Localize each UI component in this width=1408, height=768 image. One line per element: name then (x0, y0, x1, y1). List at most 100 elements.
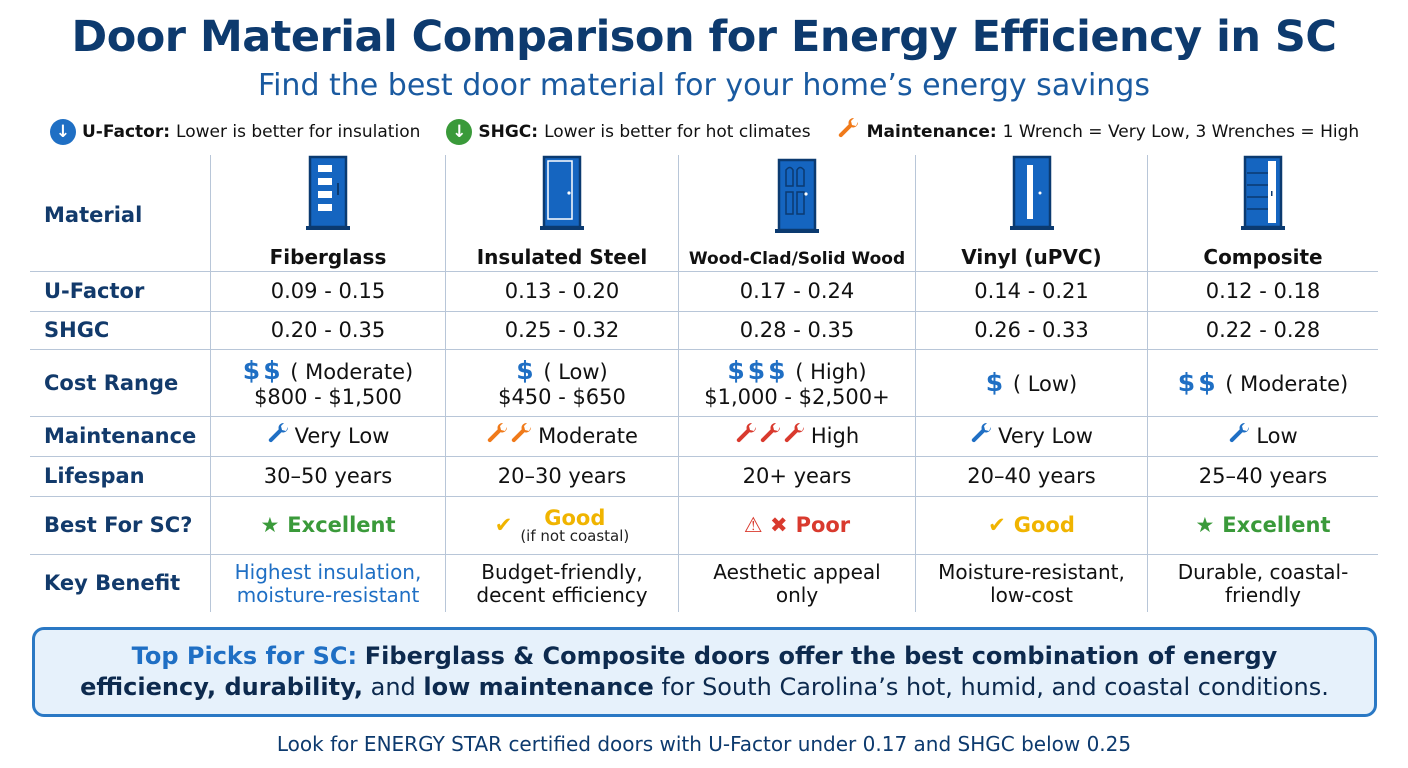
cell-1: 0.13 - 0.20 (445, 272, 678, 311)
cell-1: Budget-friendly, decent efficiency (445, 555, 678, 612)
cell-3: 0.14 - 0.21 (915, 272, 1147, 311)
cost-level: $ ( Low) (985, 367, 1078, 398)
dollar-icon: $$ (1177, 367, 1219, 397)
callout-lead: Top Picks for SC: (131, 642, 358, 670)
cost-level: $$ ( Moderate) (1177, 367, 1348, 398)
key-benefit: Highest insulation, moisture-resistant (234, 559, 422, 607)
table-row-shgc: SHGC 0.20 - 0.35 0.25 - 0.32 0.28 - 0.35 0.2… (30, 312, 1378, 350)
page-subtitle: Find the best door material for your hom… (258, 68, 1150, 103)
cost-range: $1,000 - $2,500+ (704, 385, 890, 410)
dollar-icon: $$$ (727, 355, 789, 385)
material-name: Insulated Steel (476, 245, 648, 270)
cell-0: Fiberglass (210, 155, 445, 276)
cell-3: Vinyl (uPVC) (915, 155, 1147, 276)
cell-1: 0.25 - 0.32 (445, 312, 678, 349)
sidelight-door-icon (1241, 155, 1285, 240)
table-row-cost-range: Cost Range $$ ( Moderate) $800 - $1,500 $ (… (30, 350, 1378, 417)
panel-door-icon (775, 158, 819, 243)
rating-note: (if not coastal) (520, 526, 630, 545)
legend-text: Lower is better for hot climates (544, 121, 811, 142)
cell-4: Low (1147, 417, 1378, 456)
callout-text-4: low maintenance (423, 673, 654, 702)
rating-text: Good (544, 505, 606, 530)
maintenance-text: Very Low (294, 424, 390, 449)
cell-2: 0.28 - 0.35 (678, 312, 915, 349)
table-row-lifespan: Lifespan 30–50 years 20–30 years 20+ years 2… (30, 457, 1378, 497)
cost-range: $450 - $650 (498, 385, 626, 410)
maintenance: Moderate (486, 422, 638, 451)
star-icon: ★ (1195, 513, 1215, 538)
legend-term: Maintenance: (866, 121, 997, 142)
cost-level-text: ( High) (788, 359, 867, 384)
cell-3: ✔ Good (915, 497, 1147, 554)
cell-0: 0.09 - 0.15 (210, 272, 445, 311)
lifespan-value: 20–30 years (497, 464, 627, 489)
cost-level: $$ ( Moderate) (243, 356, 414, 386)
wrench-icon (1228, 422, 1252, 451)
maintenance: Very Low (267, 422, 390, 451)
cell-1: $ ( Low) $450 - $650 (445, 350, 678, 416)
material-name: Wood-Clad/Solid Wood (688, 248, 906, 269)
cell-2: 0.17 - 0.24 (678, 272, 915, 311)
maintenance-text: Very Low (998, 424, 1093, 449)
cost-range: $800 - $1,500 (254, 385, 402, 410)
wrench-icon (837, 117, 861, 146)
maintenance-text: Moderate (538, 424, 638, 449)
cell-3: 20–40 years (915, 457, 1147, 496)
cost-level: $ ( Low) (516, 356, 608, 386)
table-row-u-factor: U-Factor 0.09 - 0.15 0.13 - 0.20 0.17 - 0.2… (30, 272, 1378, 312)
top-picks-callout: Top Picks for SC: Fiberglass & Composite… (32, 627, 1377, 717)
cell-3: $ ( Low) (915, 350, 1147, 416)
row-label: Material (44, 203, 143, 227)
cell-1: 20–30 years (445, 457, 678, 496)
cell-2: Wood-Clad/Solid Wood (678, 155, 915, 276)
key-benefit: Moisture-resistant, low-cost (938, 559, 1125, 607)
cell-2: High (678, 417, 915, 456)
cell-0: 0.20 - 0.35 (210, 312, 445, 349)
cell-4: ★ Excellent (1147, 497, 1378, 554)
rating: Good (if not coastal) (520, 505, 630, 545)
maintenance-text: Low (1256, 424, 1298, 449)
cell-0: ★ Excellent (210, 497, 445, 554)
callout-text-2: efficiency, durability, (80, 673, 363, 702)
maintenance: Low (1228, 422, 1298, 451)
plain-door-icon (540, 155, 584, 240)
cell-3: Very Low (915, 417, 1147, 456)
cell-4: Composite (1147, 155, 1378, 276)
u-factor-value: 0.17 - 0.24 (739, 279, 855, 304)
cell-4: 0.12 - 0.18 (1147, 272, 1378, 311)
shgc-value: 0.20 - 0.35 (270, 318, 386, 343)
maintenance-text: High (810, 424, 860, 449)
cost-level-text: ( Moderate) (283, 359, 414, 384)
arrow-down-icon: ↓ (446, 118, 473, 145)
row-label: Cost Range (44, 370, 179, 395)
material-name: Fiberglass (269, 245, 387, 270)
shgc-value: 0.22 - 0.28 (1205, 318, 1321, 343)
dollar-icon: $ (985, 367, 1007, 397)
shgc-value: 0.26 - 0.33 (974, 318, 1089, 343)
cell-1: Insulated Steel (445, 155, 678, 276)
legend: ↓ U-Factor: Lower is better for insulation… (50, 117, 1359, 146)
lifespan-value: 20+ years (742, 464, 852, 489)
comparison-table: Material Fiberglass Insulated Steel Wood-Cl… (30, 155, 1378, 612)
lifespan-value: 30–50 years (263, 464, 393, 489)
cell-2: ⚠ ✖ Poor (678, 497, 915, 554)
maintenance: High (735, 422, 859, 451)
glass-panel-door-icon (306, 155, 350, 240)
cell-4: 0.22 - 0.28 (1147, 312, 1378, 349)
legend-term: U-Factor: (82, 121, 171, 142)
key-benefit: Aesthetic appeal only (713, 559, 881, 607)
legend-item-0: ↓ U-Factor: Lower is better for insulation (50, 118, 420, 145)
callout-text-3: and (363, 673, 424, 702)
cell-4: $$ ( Moderate) (1147, 350, 1378, 416)
table-row-maintenance: Maintenance Very Low Moderate High Very Low L… (30, 417, 1378, 457)
slit-window-door-icon (1009, 155, 1054, 240)
callout-text-1: Fiberglass & Composite doors offer the b… (364, 642, 1278, 670)
cell-3: 0.26 - 0.33 (915, 312, 1147, 349)
cell-2: Aesthetic appeal only (678, 555, 915, 612)
legend-item-2: Maintenance: 1 Wrench = Very Low, 3 Wrenc… (837, 117, 1359, 146)
cell-1: Moderate (445, 417, 678, 456)
cost-level-text: ( Low) (1006, 371, 1078, 396)
cell-2: 20+ years (678, 457, 915, 496)
rating-text: Good (1013, 513, 1075, 537)
